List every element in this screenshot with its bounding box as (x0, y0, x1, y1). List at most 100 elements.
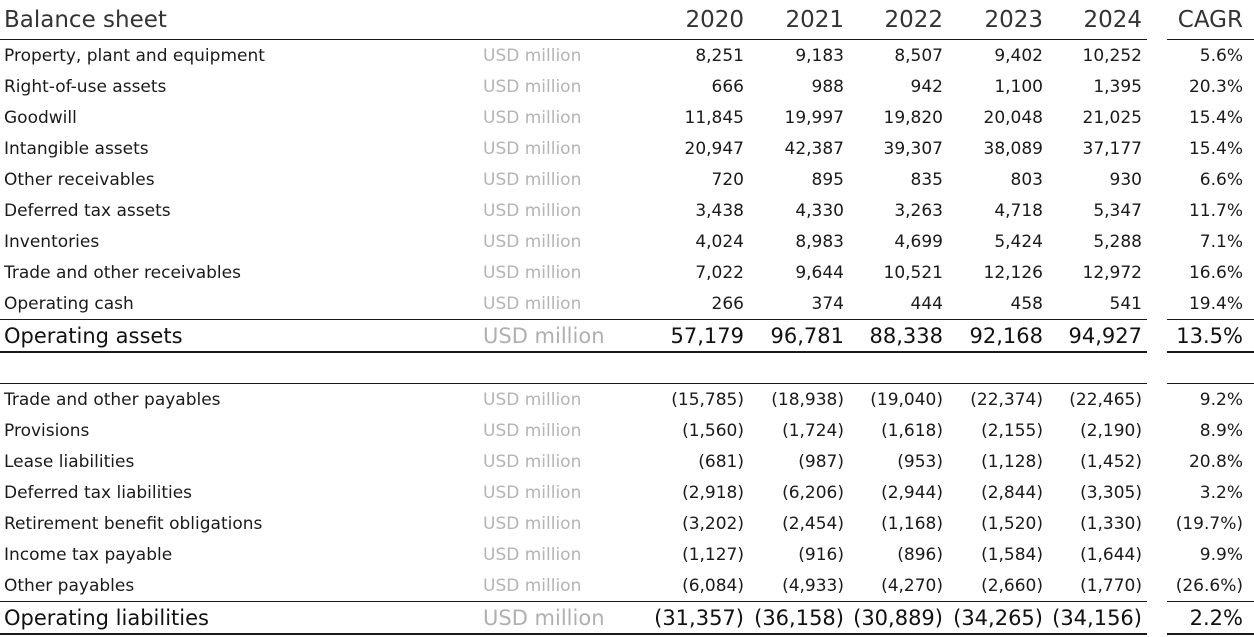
row-cagr: 9.2% (1199, 390, 1243, 410)
row-cagr: (19.7%) (1175, 514, 1243, 534)
row-cagr: 15.4% (1188, 139, 1243, 159)
row-value: 835 (910, 170, 943, 190)
row-unit: USD million (483, 232, 582, 252)
row-value: (3,202) (682, 514, 744, 534)
row-value: (22,374) (970, 390, 1043, 410)
table-row: Other receivables USD million 720 895 835 803… (0, 165, 1254, 196)
row-value: (1,770) (1080, 576, 1142, 596)
row-value: 5,288 (1093, 232, 1142, 252)
row-value: (1,128) (981, 452, 1043, 472)
row-value: (34,156) (1052, 606, 1142, 630)
row-value: (19,040) (870, 390, 943, 410)
row-unit: USD million (483, 294, 582, 314)
row-value: (4,933) (782, 576, 844, 596)
year-header: 2021 (785, 7, 844, 33)
row-value: 988 (811, 77, 844, 97)
row-value: (2,454) (782, 514, 844, 534)
row-value: 39,307 (883, 139, 943, 159)
row-cagr: 7.1% (1199, 232, 1243, 252)
row-cagr: 8.9% (1199, 421, 1243, 441)
row-label: Other receivables (4, 170, 155, 190)
row-value: (1,560) (682, 421, 744, 441)
row-label: Right-of-use assets (4, 77, 167, 97)
row-label: Deferred tax liabilities (4, 483, 193, 503)
row-value: 895 (811, 170, 844, 190)
row-unit: USD million (483, 452, 582, 472)
row-cagr: 3.2% (1199, 483, 1243, 503)
row-value: (1,520) (981, 514, 1043, 534)
row-value: (681) (698, 452, 744, 472)
row-value: 930 (1109, 170, 1142, 190)
table-row: Other payables USD million (6,084) (4,933) (… (0, 571, 1254, 602)
row-value: (1,584) (981, 545, 1043, 565)
row-value: 20,048 (983, 108, 1043, 128)
row-value: 266 (711, 294, 744, 314)
row-value: 3,438 (695, 201, 744, 221)
table-row: Inventories USD million 4,024 8,983 4,699 5,4… (0, 227, 1254, 258)
row-value: 942 (910, 77, 943, 97)
table-row: Operating cash USD million 266 374 444 458 541… (0, 289, 1254, 320)
row-unit: USD million (483, 201, 582, 221)
row-value: (2,190) (1080, 421, 1142, 441)
row-value: (3,305) (1080, 483, 1142, 503)
row-value: 803 (1010, 170, 1043, 190)
row-cagr: 15.4% (1188, 108, 1243, 128)
row-unit: USD million (483, 483, 582, 503)
row-label: Inventories (4, 232, 100, 252)
row-value: (2,944) (881, 483, 943, 503)
liabilities-total-divider (0, 601, 1147, 602)
row-unit: USD million (483, 606, 605, 630)
row-value: (18,938) (771, 390, 844, 410)
row-value: 57,179 (670, 324, 744, 348)
row-value: 96,781 (770, 324, 844, 348)
row-value: 4,024 (695, 232, 744, 252)
liabilities-total-underline (0, 633, 1147, 635)
row-label: Provisions (4, 421, 90, 441)
row-value: 8,251 (695, 46, 744, 66)
liabilities-total-underline-cagr (1167, 633, 1254, 635)
row-value: 720 (711, 170, 744, 190)
row-value: 88,338 (869, 324, 943, 348)
row-value: 1,395 (1093, 77, 1142, 97)
row-value: 7,022 (695, 263, 744, 283)
header-divider-cagr (1167, 39, 1254, 40)
assets-total-underline (0, 351, 1147, 353)
row-cagr: 19.4% (1188, 294, 1243, 314)
row-unit: USD million (483, 108, 582, 128)
row-value: 458 (1010, 294, 1043, 314)
row-label: Intangible assets (4, 139, 149, 159)
row-label: Deferred tax assets (4, 201, 171, 221)
row-label: Operating cash (4, 294, 134, 314)
row-value: (6,206) (782, 483, 844, 503)
row-value: 3,263 (894, 201, 943, 221)
row-label: Operating liabilities (4, 606, 209, 630)
header-divider (0, 39, 1147, 40)
row-label: Property, plant and equipment (4, 46, 265, 66)
row-value: 20,947 (684, 139, 744, 159)
row-unit: USD million (483, 390, 582, 410)
row-unit: USD million (483, 545, 582, 565)
row-value: (4,270) (881, 576, 943, 596)
row-value: 38,089 (983, 139, 1043, 159)
row-value: (1,724) (782, 421, 844, 441)
row-cagr: 13.5% (1176, 324, 1243, 348)
row-value: (34,265) (953, 606, 1043, 630)
year-header: 2024 (1083, 7, 1142, 33)
row-value: (31,357) (654, 606, 744, 630)
row-value: 12,972 (1082, 263, 1142, 283)
row-value: 9,644 (795, 263, 844, 283)
table-row: Deferred tax assets USD million 3,438 4,330… (0, 196, 1254, 227)
sheet-title: Balance sheet (4, 7, 167, 33)
liabilities-divider (0, 383, 1147, 384)
row-value: 94,927 (1068, 324, 1142, 348)
row-cagr: 9.9% (1199, 545, 1243, 565)
row-value: 12,126 (983, 263, 1043, 283)
row-cagr: 16.6% (1188, 263, 1243, 283)
row-unit: USD million (483, 576, 582, 596)
row-value: 9,183 (795, 46, 844, 66)
assets-total-divider (0, 319, 1147, 320)
row-value: 19,820 (883, 108, 943, 128)
row-unit: USD million (483, 263, 582, 283)
row-unit: USD million (483, 139, 582, 159)
row-value: (953) (897, 452, 943, 472)
